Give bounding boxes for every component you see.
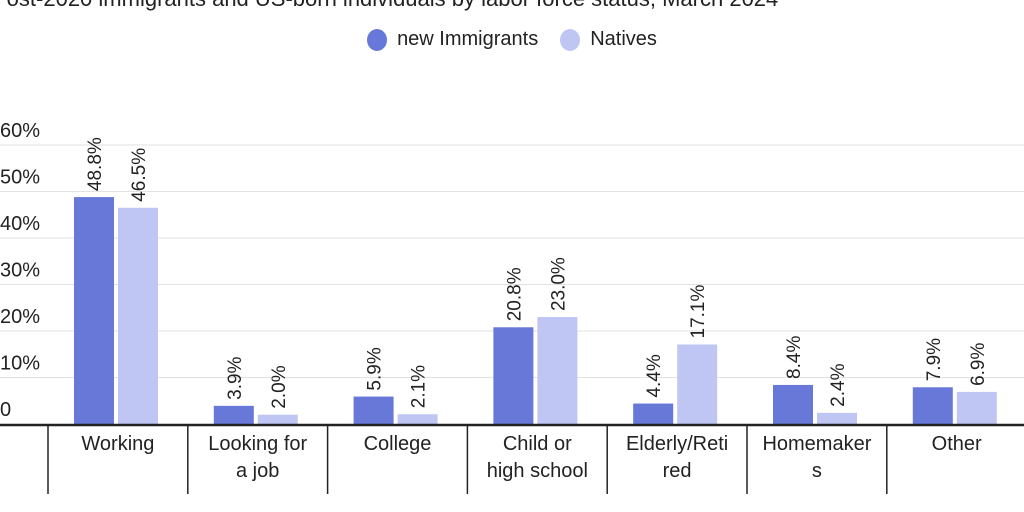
data-label: 5.9% <box>365 347 386 390</box>
y-tick-label: 0 <box>0 399 11 421</box>
bar-new-immigrants <box>353 396 394 424</box>
bar-new-immigrants <box>213 405 254 424</box>
y-tick-label: 60% <box>0 120 40 142</box>
legend: new Immigrants Natives <box>0 28 1024 51</box>
x-tick-label: s <box>812 460 822 482</box>
legend-item-natives: Natives <box>560 28 657 51</box>
data-label: 17.1% <box>688 285 709 339</box>
bar-natives <box>956 391 997 424</box>
x-tick-label: Other <box>932 433 982 455</box>
data-label: 46.5% <box>129 148 150 202</box>
data-label: 20.8% <box>504 267 525 321</box>
data-label: 7.9% <box>924 338 945 381</box>
bar-new-immigrants <box>493 327 534 424</box>
legend-swatch-natives <box>560 28 581 51</box>
chart-title: Post-2020 immigrants and US-born individ… <box>0 0 778 12</box>
bar-natives <box>397 414 438 424</box>
bar-new-immigrants <box>912 387 953 424</box>
bar-natives <box>257 414 298 424</box>
x-tick-label: Working <box>81 433 154 455</box>
legend-label: Natives <box>590 28 657 50</box>
x-tick-label: Child or <box>503 433 572 455</box>
bar-new-immigrants <box>773 384 813 424</box>
y-tick-label: 30% <box>0 260 40 282</box>
x-tick-label: College <box>364 433 432 455</box>
legend-label: new Immigrants <box>397 28 539 50</box>
data-label: 48.8% <box>85 137 106 191</box>
bar-new-immigrants <box>74 197 114 424</box>
bar-natives <box>817 412 857 424</box>
bar-natives <box>677 344 718 424</box>
y-tick-label: 40% <box>0 213 40 235</box>
data-label: 23.0% <box>548 257 569 311</box>
x-tick-label: Homemaker <box>762 433 871 455</box>
data-label: 3.9% <box>225 356 246 399</box>
x-tick-label: Elderly/Reti <box>626 433 728 455</box>
bar-natives <box>537 317 578 424</box>
y-tick-label: 50% <box>0 167 40 189</box>
data-label: 4.4% <box>644 354 665 397</box>
data-label: 2.4% <box>828 363 849 406</box>
x-tick-label: a job <box>236 460 279 482</box>
data-label: 6.9% <box>968 343 989 386</box>
y-tick-label: 10% <box>0 353 40 375</box>
x-tick-label: Looking for <box>208 433 307 455</box>
y-tick-label: 20% <box>0 306 40 328</box>
data-label: 2.1% <box>409 365 430 408</box>
x-tick-label: high school <box>487 460 588 482</box>
legend-swatch-new-immigrants <box>367 28 388 51</box>
bar-natives <box>118 207 158 424</box>
data-label: 8.4% <box>784 336 805 379</box>
bar-new-immigrants <box>633 403 674 424</box>
legend-item-new-immigrants: new Immigrants <box>367 28 538 51</box>
x-tick-label: red <box>663 460 692 482</box>
data-label: 2.0% <box>269 365 290 408</box>
